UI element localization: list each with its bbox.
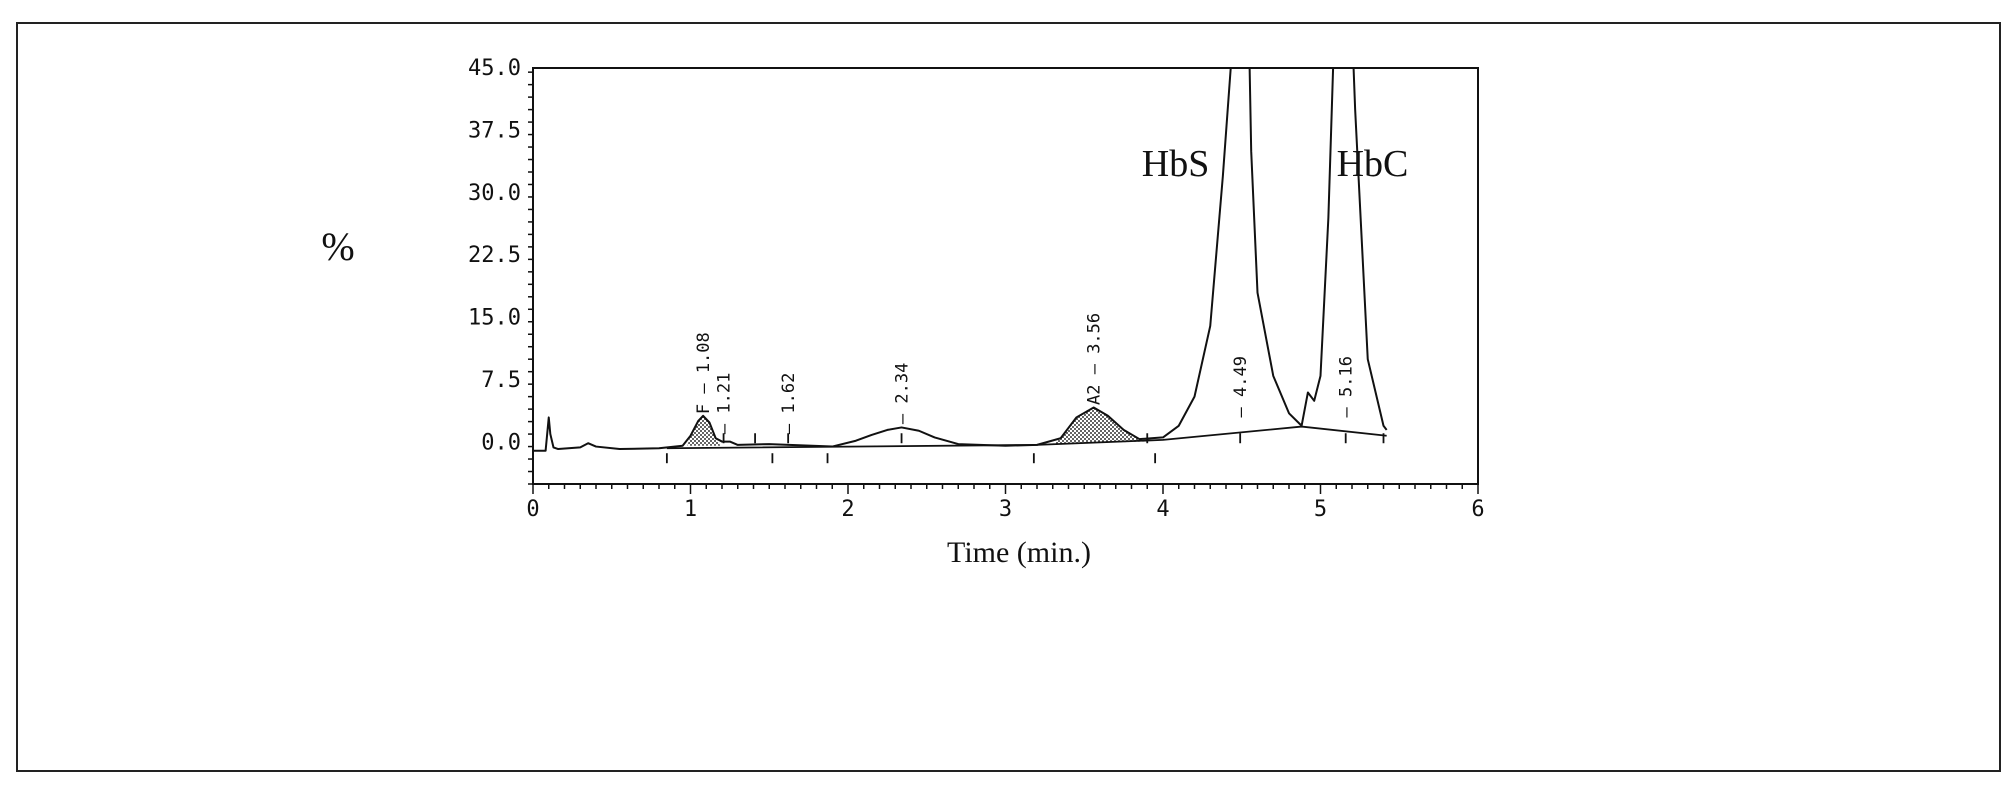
- y-axis-label: %: [321, 224, 354, 269]
- y-tick-label: 0.0: [481, 430, 521, 455]
- y-tick-label: 15.0: [468, 306, 521, 331]
- x-tick-label: 5: [1314, 497, 1327, 522]
- peak-rt-label: F — 1.08: [694, 332, 714, 414]
- peak-rt-label: — 4.49: [1231, 356, 1251, 417]
- peak-rt-label: — 1.21: [715, 373, 735, 434]
- chromatogram-chart: % Time (min.) 0.0 7.5 15.0 22.5 30.0 37.5 45.0…: [321, 56, 1484, 569]
- x-tick-label: 3: [999, 497, 1012, 522]
- x-tick-label: 1: [684, 497, 697, 522]
- peak-rt-label: — 2.34: [893, 363, 913, 424]
- x-tick-label: 6: [1471, 497, 1484, 522]
- x-axis-label: Time (min.): [947, 536, 1091, 569]
- x-tick-label: 0: [526, 497, 539, 522]
- chromatogram-line: [533, 68, 1388, 452]
- peak-annotation-hbc: HbC: [1337, 143, 1409, 185]
- baseline-line: [666, 425, 1387, 450]
- x-tick-label: 4: [1156, 497, 1169, 522]
- x-tick-label: 2: [841, 497, 854, 522]
- peak-rt-label: — 1.62: [779, 373, 799, 434]
- y-tick-label: 45.0: [468, 56, 521, 81]
- shaded-peak-f: [687, 415, 721, 446]
- peak-annotation-hbs: HbS: [1142, 143, 1210, 185]
- peak-rt-label: — 5.16: [1337, 356, 1357, 417]
- shaded-peak-a2: [1052, 407, 1148, 445]
- peak-rt-label: A2 — 3.56: [1085, 313, 1105, 405]
- plot-border: [532, 67, 1479, 485]
- y-tick-label: 37.5: [468, 118, 521, 143]
- y-tick-label: 7.5: [481, 368, 521, 393]
- figure-frame: % Time (min.) 0.0 7.5 15.0 22.5 30.0 37.5 45.0…: [16, 22, 2001, 772]
- y-tick-label: 22.5: [468, 243, 521, 268]
- y-tick-label: 30.0: [468, 181, 521, 206]
